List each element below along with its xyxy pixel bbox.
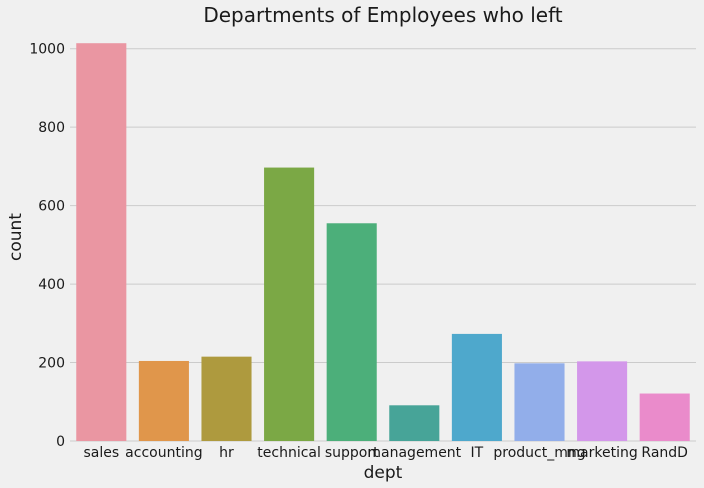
bar-IT	[451, 333, 502, 441]
x-tick-label: marketing	[566, 445, 637, 461]
bar-hr	[201, 356, 252, 441]
bar-marketing	[577, 361, 628, 441]
y-tick-labels: 0 200 400 600 800 1000	[29, 42, 65, 450]
y-tick-label: 1000	[29, 42, 65, 58]
x-tick-label: RandD	[641, 445, 688, 461]
y-tick-label: 600	[38, 199, 65, 215]
x-axis-label: dept	[364, 463, 403, 483]
y-axis-label: count	[6, 213, 26, 261]
x-tick-label: IT	[471, 445, 484, 461]
x-tick-label: product_mng	[493, 445, 585, 461]
bar-product_mng	[514, 363, 565, 441]
x-tick-label: sales	[83, 445, 119, 461]
x-tick-label: support	[325, 445, 379, 461]
bars	[76, 43, 690, 442]
x-tick-labels: sales accounting hr technical supportmanagem…	[83, 445, 688, 461]
x-tick-label: technical	[257, 445, 321, 461]
bar-accounting	[138, 360, 189, 441]
bar-technical	[264, 167, 315, 442]
bar-sales	[76, 43, 127, 441]
bar-management	[389, 405, 440, 441]
y-tick-label: 200	[38, 356, 65, 372]
x-tick-label: hr	[219, 445, 234, 461]
bar-RandD	[639, 393, 690, 441]
x-tick-label: accounting	[125, 445, 202, 461]
chart-title: Departments of Employees who left	[203, 3, 562, 27]
y-tick-label: 400	[38, 277, 65, 293]
bar-support	[326, 223, 377, 441]
y-tick-label: 0	[56, 434, 65, 450]
y-tick-label: 800	[38, 120, 65, 136]
x-tick-label: management	[367, 445, 461, 461]
